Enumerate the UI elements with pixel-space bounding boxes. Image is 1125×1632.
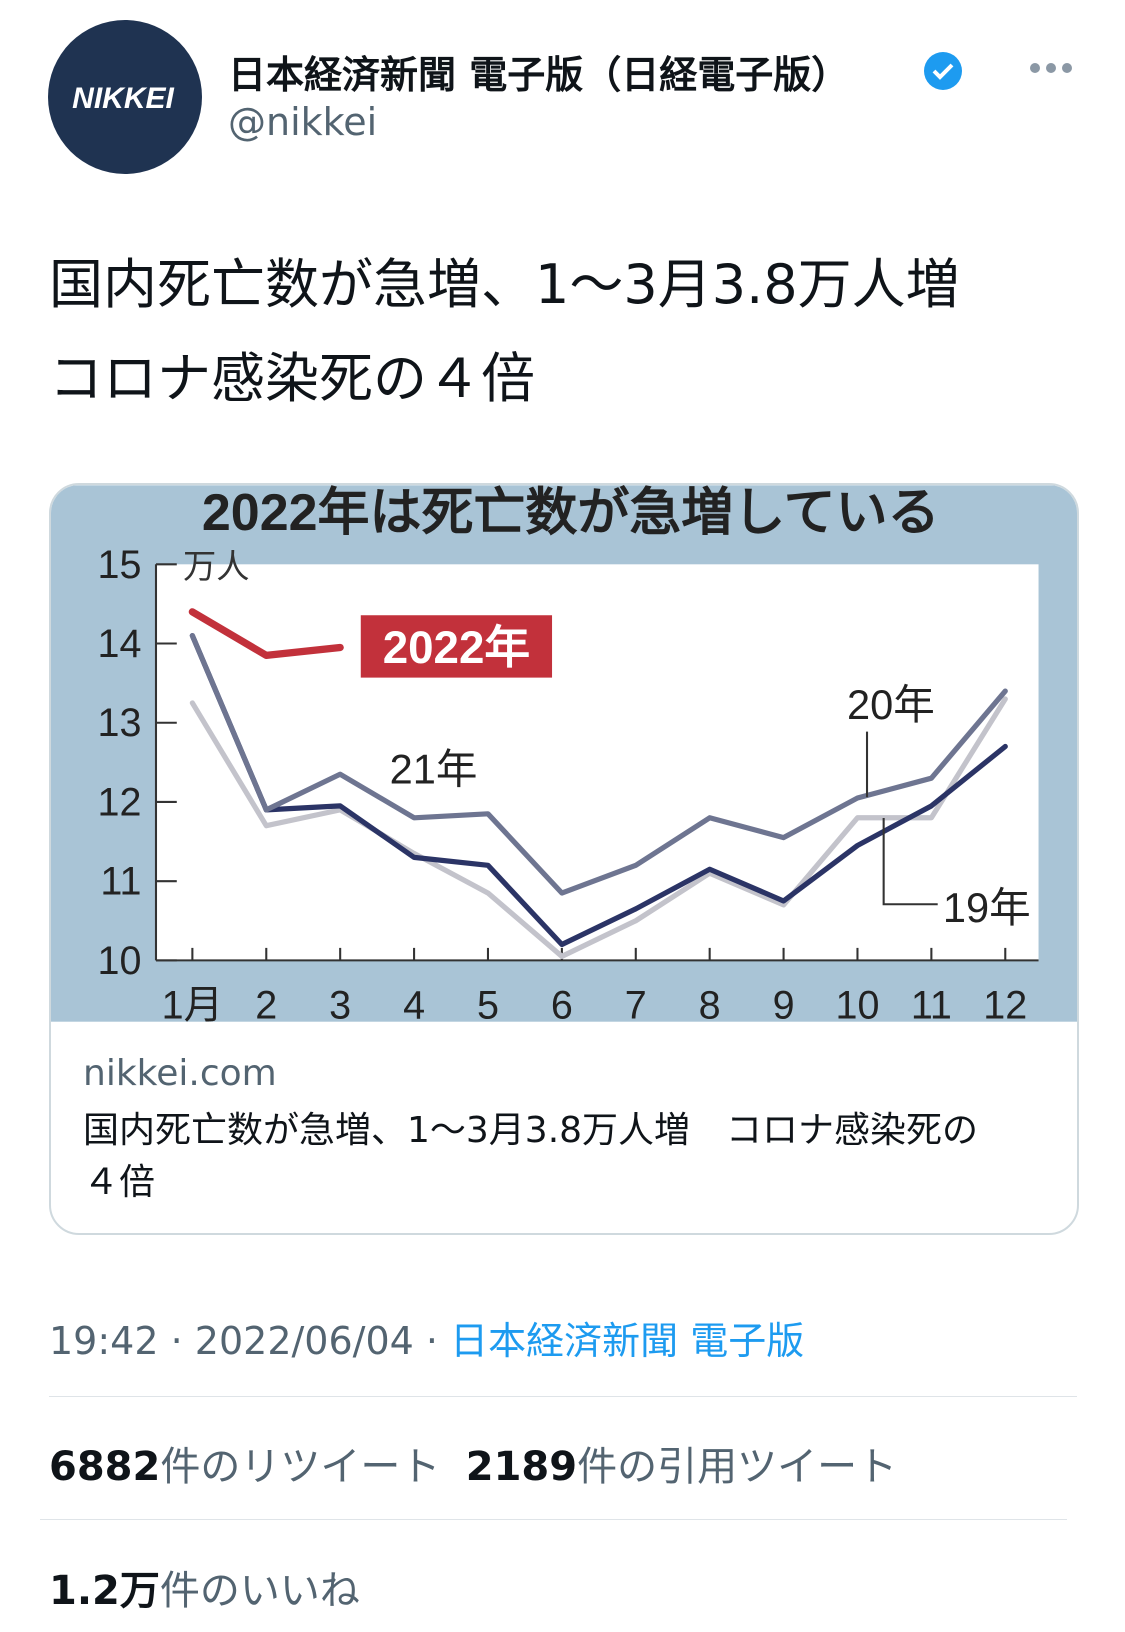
separator: · (425, 1319, 439, 1363)
x-tick-label: 6 (551, 984, 573, 1022)
timestamp: 19:42 · 2022/06/04 · 日本経済新聞 電子版 (49, 1310, 804, 1365)
like-label[interactable]: 件のいいね (159, 1568, 360, 1614)
like-count[interactable]: 1.2万 (49, 1568, 160, 1614)
avatar-logo: NIKKEI (72, 82, 174, 115)
likes-row: 1.2万件のいいね (49, 1558, 360, 1616)
more-button[interactable] (1028, 60, 1074, 76)
chart-title: 2022年は死亡数が急増している (202, 485, 940, 542)
quote-count[interactable]: 2189 (465, 1444, 578, 1490)
x-tick-label: 4 (403, 984, 425, 1022)
x-tick-label: 5 (477, 984, 499, 1022)
source[interactable]: 日本経済新聞 電子版 (450, 1319, 805, 1363)
stats-row: 6882件のリツイート 2189件の引用ツイート (49, 1434, 897, 1492)
card-title: 国内死亡数が急増、1〜3月3.8万人増 コロナ感染死の４倍 (83, 1110, 979, 1203)
series-line (189, 632, 1008, 896)
label-leader (882, 817, 938, 906)
y-tick-label: 11 (100, 860, 141, 904)
x-tick-label: 8 (699, 984, 721, 1022)
y-tick-label: 13 (98, 701, 142, 745)
verified-badge (924, 52, 962, 90)
legend-label: 21年 (390, 746, 478, 793)
x-tick-label: 10 (836, 984, 880, 1022)
y-tick-label: 12 (98, 780, 142, 824)
divider (49, 1396, 1077, 1397)
card-domain: nikkei.com (83, 1053, 277, 1094)
x-tick-label: 11 (911, 984, 952, 1022)
y-tick-label: 15 (98, 543, 142, 587)
x-tick-label: 9 (773, 984, 795, 1022)
avatar[interactable]: NIKKEI (48, 20, 202, 174)
quote-label[interactable]: 件の引用ツイート (577, 1444, 898, 1490)
x-tick-label: 7 (625, 984, 647, 1022)
chart: 2022年は死亡数が急増している 万人 10 11 12 13 14 15 1月 2 3 4 5 6 7… (51, 485, 1077, 1022)
y-tick-label: 14 (98, 622, 142, 666)
retweet-count[interactable]: 6882 (49, 1444, 161, 1490)
plot-area (155, 564, 1039, 961)
separator: · (170, 1319, 183, 1363)
author-name[interactable]: 日本経済新聞 電子版（日経電子版） (228, 53, 850, 97)
series-line (189, 696, 1008, 960)
x-tick-label: 2 (255, 984, 277, 1022)
legend-label: 19年 (943, 884, 1031, 931)
y-tick-label: 10 (98, 939, 142, 983)
legend-box (360, 615, 553, 678)
retweet-label[interactable]: 件のリツイート (160, 1444, 441, 1490)
x-tick-label: 1月 (162, 984, 223, 1022)
divider (40, 1519, 1067, 1520)
link-card[interactable]: 2022年は死亡数が急増している 万人 10 11 12 13 14 15 1月 2 3 4 5 6 7… (49, 483, 1079, 1235)
y-unit: 万人 (183, 549, 250, 586)
time: 19:42 (49, 1319, 159, 1363)
series-line (188, 608, 344, 660)
legend-label: 2022年 (383, 622, 530, 673)
series-line (189, 632, 1008, 948)
legend-label: 20年 (847, 681, 935, 728)
x-tick-label: 3 (329, 984, 351, 1022)
x-tick-label: 12 (983, 984, 1027, 1022)
author-handle[interactable]: @nikkei (228, 100, 378, 144)
tweet-text: 国内死亡数が急増、1〜3月3.8万人増 コロナ感染死の４倍 (49, 253, 1014, 410)
date[interactable]: 2022/06/04 (194, 1319, 414, 1363)
